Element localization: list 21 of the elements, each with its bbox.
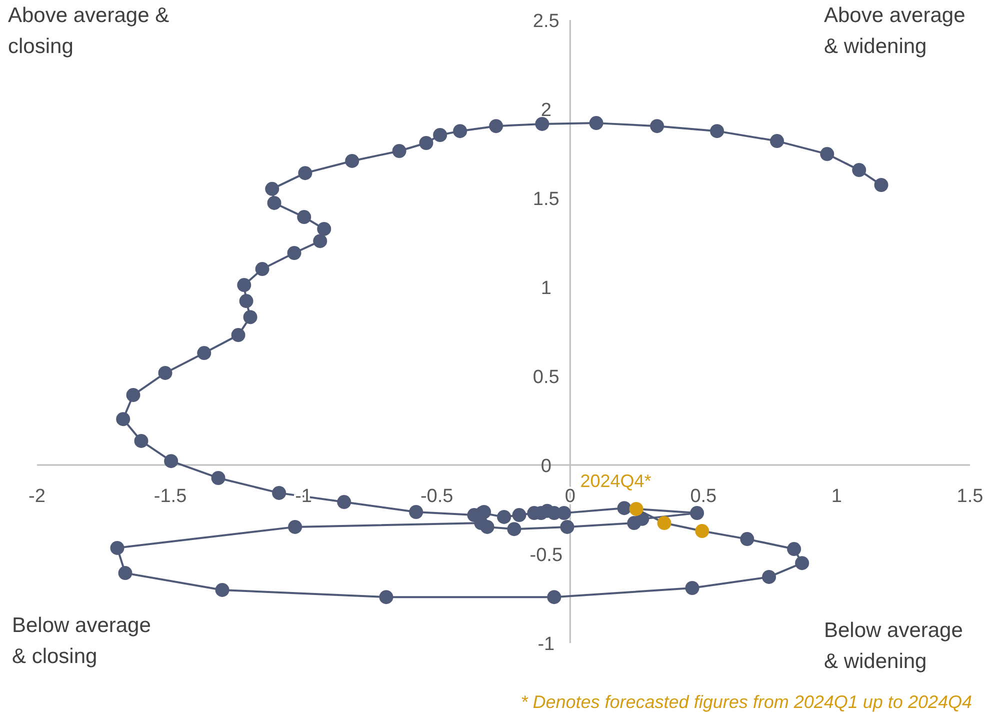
y-tick-label: 0 [540,456,552,477]
x-tick-label: 1.5 [956,486,984,507]
x-tick-label: 1 [831,486,842,507]
x-tick-label: -2 [28,486,46,507]
y-tick-label: -1 [538,634,555,655]
annotation: Above average & closing [8,4,170,58]
y-tick-label: 1 [540,278,552,299]
y-tick-label: 2.5 [532,11,560,32]
y-tick-label: 0.5 [532,367,560,388]
x-tick-label: -0.5 [420,486,454,507]
annotation: Below average & widening [824,619,963,673]
annotation: Below average & closing [12,614,151,668]
text: * Denotes forecasted figures from 2024Q1 up to 2024Q4 [520,692,972,712]
annotation: Above average & widening [824,4,966,58]
y-tick-label: 1.5 [532,189,560,210]
x-tick-label: 0 [564,486,576,507]
annotation: 2024Q4* [580,470,652,491]
y-tick-label: -0.5 [530,545,563,566]
x-tick-label: -1.5 [154,486,187,507]
x-tick-label: 0.5 [690,486,717,507]
y-tick-label: 2 [540,100,552,121]
